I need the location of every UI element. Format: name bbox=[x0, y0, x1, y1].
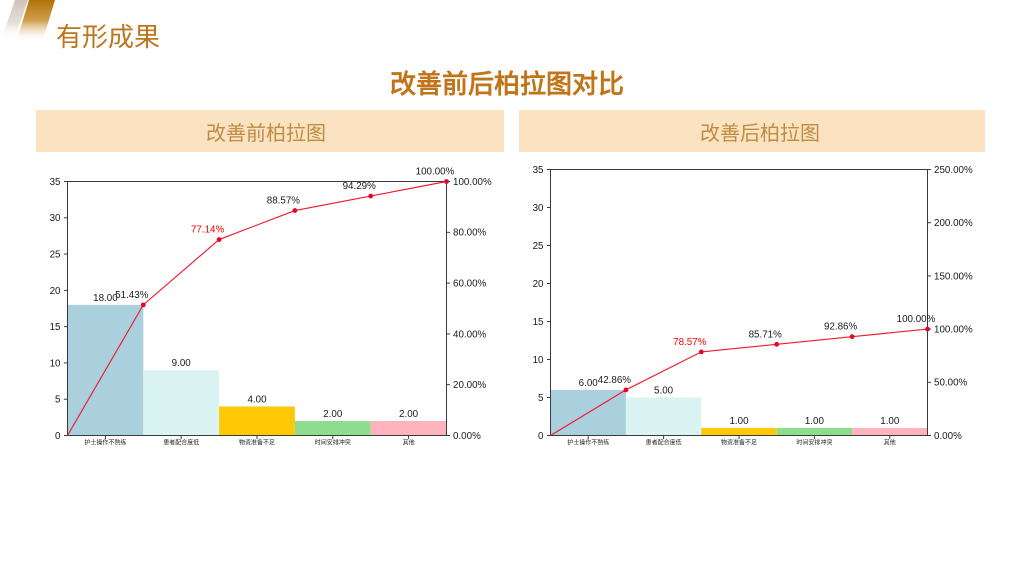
svg-text:2.00: 2.00 bbox=[323, 409, 343, 420]
svg-text:85.71%: 85.71% bbox=[749, 329, 783, 340]
svg-text:92.86%: 92.86% bbox=[824, 322, 858, 333]
svg-text:护士操作不熟练: 护士操作不熟练 bbox=[84, 439, 126, 447]
svg-text:10: 10 bbox=[50, 358, 61, 369]
svg-text:2.00: 2.00 bbox=[399, 409, 419, 420]
svg-text:18.00: 18.00 bbox=[93, 293, 118, 304]
svg-text:5: 5 bbox=[55, 395, 61, 406]
svg-text:0: 0 bbox=[538, 431, 544, 442]
svg-text:94.29%: 94.29% bbox=[343, 181, 377, 192]
svg-text:25: 25 bbox=[533, 241, 544, 252]
svg-text:35: 35 bbox=[533, 165, 544, 176]
svg-text:80.00%: 80.00% bbox=[453, 228, 487, 239]
svg-text:100.00%: 100.00% bbox=[453, 177, 492, 188]
svg-text:25: 25 bbox=[50, 249, 61, 260]
svg-text:40.00%: 40.00% bbox=[453, 329, 487, 340]
svg-text:20.00%: 20.00% bbox=[453, 380, 487, 391]
svg-text:5.00: 5.00 bbox=[654, 386, 674, 397]
svg-text:10: 10 bbox=[533, 355, 544, 366]
svg-text:77.14%: 77.14% bbox=[191, 225, 225, 236]
svg-text:1.00: 1.00 bbox=[729, 416, 749, 427]
svg-text:1.00: 1.00 bbox=[880, 416, 900, 427]
svg-text:150.00%: 150.00% bbox=[934, 271, 973, 282]
svg-text:50.00%: 50.00% bbox=[934, 378, 968, 389]
svg-text:9.00: 9.00 bbox=[172, 358, 192, 369]
svg-text:护士操作不熟练: 护士操作不熟练 bbox=[567, 439, 609, 447]
svg-text:20: 20 bbox=[533, 279, 544, 290]
svg-text:78.57%: 78.57% bbox=[673, 337, 707, 348]
svg-text:5: 5 bbox=[538, 393, 544, 404]
svg-text:其他: 其他 bbox=[403, 439, 415, 447]
svg-text:100.00%: 100.00% bbox=[934, 325, 973, 336]
svg-text:物资准备不足: 物资准备不足 bbox=[239, 439, 275, 447]
svg-text:患者配合度低: 患者配合度低 bbox=[646, 439, 682, 447]
svg-text:时间安排冲突: 时间安排冲突 bbox=[796, 439, 832, 447]
svg-text:4.00: 4.00 bbox=[247, 394, 267, 405]
svg-text:30: 30 bbox=[533, 203, 544, 214]
svg-text:88.57%: 88.57% bbox=[267, 196, 301, 207]
svg-text:6.00: 6.00 bbox=[579, 378, 599, 389]
svg-text:患者配合度低: 患者配合度低 bbox=[163, 439, 199, 447]
svg-text:物资准备不足: 物资准备不足 bbox=[721, 439, 757, 447]
svg-text:时间安排冲突: 时间安排冲突 bbox=[315, 439, 351, 447]
svg-text:0: 0 bbox=[55, 431, 61, 442]
svg-text:100.00%: 100.00% bbox=[416, 167, 455, 178]
svg-text:30: 30 bbox=[50, 213, 61, 224]
svg-text:100.00%: 100.00% bbox=[897, 314, 936, 325]
svg-text:60.00%: 60.00% bbox=[453, 279, 487, 290]
svg-text:250.00%: 250.00% bbox=[934, 165, 973, 176]
svg-text:1.00: 1.00 bbox=[805, 416, 825, 427]
svg-text:0.00%: 0.00% bbox=[453, 431, 481, 442]
svg-text:0.00%: 0.00% bbox=[934, 431, 962, 442]
svg-text:15: 15 bbox=[50, 322, 61, 333]
svg-text:51.43%: 51.43% bbox=[115, 290, 149, 301]
svg-text:15: 15 bbox=[533, 317, 544, 328]
svg-text:42.86%: 42.86% bbox=[598, 375, 632, 386]
svg-text:200.00%: 200.00% bbox=[934, 218, 973, 229]
svg-text:其他: 其他 bbox=[884, 439, 896, 447]
svg-text:20: 20 bbox=[50, 286, 61, 297]
svg-text:35: 35 bbox=[50, 177, 61, 188]
